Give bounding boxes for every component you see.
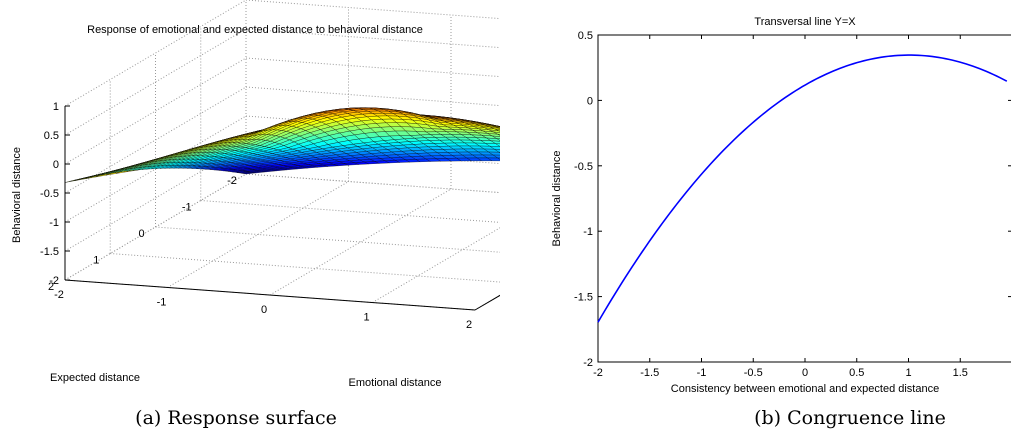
surface-cell — [497, 134, 500, 136]
y-tick-label: -0.5 — [574, 161, 593, 173]
floor-grid-x — [167, 181, 349, 288]
surface-cell — [497, 125, 500, 128]
surface-cell — [484, 143, 500, 147]
y-axis-line — [474, 294, 500, 311]
left-wall-grid-z — [64, 86, 247, 194]
caption-response-surface: (a) Response surface — [135, 407, 337, 429]
y-tick-label: 0.5 — [578, 30, 593, 42]
floor-grid-y — [245, 173, 500, 194]
x-axis-label: Consistency between emotional and expect… — [671, 383, 939, 395]
y-axis-label: Behavioral distance — [551, 150, 563, 246]
z-tick-label: 0 — [53, 159, 59, 171]
x-tick-label: -1.5 — [640, 367, 659, 379]
surface-cell — [493, 131, 500, 135]
surface-cell — [494, 143, 500, 147]
x-tick-label: 1.5 — [953, 367, 968, 379]
x-tick-label: -0.5 — [744, 367, 763, 379]
floor-grid-y — [200, 200, 500, 223]
x-tick-label: 1 — [905, 367, 911, 379]
surface-cell — [488, 129, 500, 133]
x-tick-label: -2 — [593, 367, 603, 379]
x-tick-label: 1 — [363, 312, 369, 324]
z-tick-label: -1 — [49, 217, 59, 229]
response-surface-chart: -2-1.5-1-0.500.51-2-1012-2-1012Response … — [11, 0, 500, 389]
floor-grid-y — [110, 253, 500, 283]
surface-cell — [495, 126, 500, 129]
caption-congruence-line: (b) Congruence line — [754, 407, 946, 429]
plot-frame — [597, 34, 1011, 363]
series-line — [597, 54, 1008, 323]
surface-cell — [486, 157, 500, 162]
surface-cell — [498, 152, 500, 154]
surface-cell — [485, 125, 500, 129]
surface-cell — [490, 126, 500, 130]
floor-grid-x — [372, 227, 500, 303]
chart-title: Transversal line Y=X — [754, 16, 856, 28]
left-wall-grid-z — [64, 28, 247, 136]
y-tick-label: -1.5 — [574, 292, 593, 304]
x-tick-label: -1 — [697, 367, 707, 379]
back-wall-grid-z — [245, 173, 500, 194]
x-tick-label: 0.5 — [849, 367, 864, 379]
left-wall-grid-z — [64, 0, 247, 107]
surface-cell — [494, 128, 500, 132]
surface-cell — [490, 140, 500, 145]
z-tick-label: -0.5 — [40, 188, 59, 200]
surface-cell — [499, 130, 500, 132]
surface-cell — [487, 133, 500, 137]
left-wall-grid-z — [64, 57, 247, 165]
y-tick-label: -2 — [227, 175, 237, 187]
x-tick-label: 2 — [466, 319, 472, 331]
x-tick-label: 0 — [802, 367, 808, 379]
y-tick-label: -1 — [182, 202, 192, 214]
x-axis-label: Emotional distance — [349, 377, 442, 389]
surface-cell — [492, 154, 500, 159]
z-tick-label: -1.5 — [40, 246, 59, 258]
surface-cell — [488, 151, 500, 156]
y-tick-label: 0 — [587, 95, 593, 107]
z-tick-label: -2 — [49, 275, 59, 287]
floor-grid-y — [155, 226, 500, 253]
surface-cell — [489, 146, 500, 150]
z-tick-label: 1 — [53, 101, 59, 113]
y-tick-label: -2 — [583, 357, 593, 369]
surface-cell — [486, 137, 500, 142]
y-tick-label: 1 — [93, 255, 99, 267]
surface-cell — [493, 148, 500, 153]
surface-mesh — [64, 107, 500, 183]
left-wall-grid-z — [64, 173, 247, 281]
x-tick-label: -1 — [157, 297, 167, 309]
z-axis-label: Behavioral distance — [11, 147, 23, 243]
y-tick-label: 0 — [138, 228, 144, 240]
x-axis-line — [64, 279, 476, 311]
surface-cell — [492, 135, 500, 140]
congruence-line-chart: -2 -1.5 -1 -0.5 0 0.5 1 1.5 -2 -1.5 -1 -0.5 0 0.5 Tran… — [551, 16, 1011, 395]
chart-title: Response of emotional and expected dista… — [87, 24, 423, 36]
x-tick-label: 0 — [261, 304, 267, 316]
floor-grid-x — [474, 294, 500, 311]
left-wall-grid-z — [64, 115, 247, 223]
back-wall-grid-z — [245, 57, 500, 78]
x-tick-label: -2 — [54, 289, 64, 301]
surface-cell — [497, 157, 500, 160]
surface-cell — [496, 138, 500, 141]
z-tick-label: 0.5 — [44, 130, 59, 142]
floor-grid-x — [269, 188, 452, 296]
y-tick-label: -1 — [583, 226, 593, 238]
y-axis-label: Expected distance — [50, 372, 140, 384]
y-tick-label: 2 — [48, 281, 54, 293]
